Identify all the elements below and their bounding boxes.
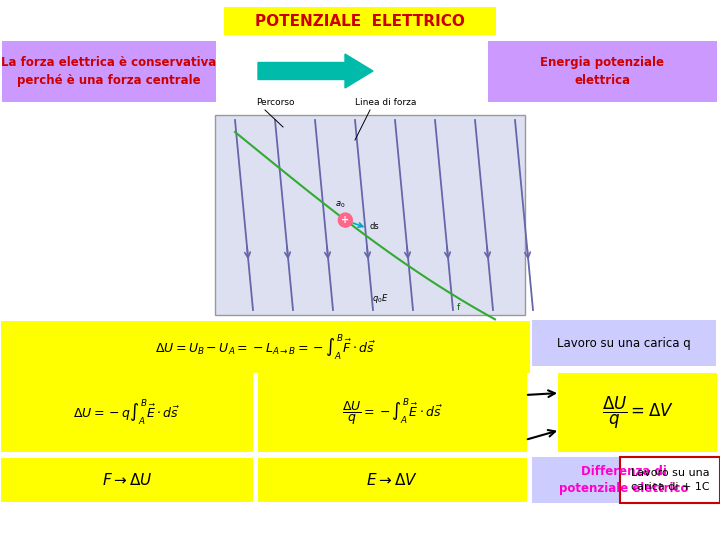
- Text: Lavoro su una carica q: Lavoro su una carica q: [557, 336, 691, 349]
- FancyBboxPatch shape: [1, 321, 530, 373]
- Text: f: f: [456, 303, 460, 312]
- Text: Percorso: Percorso: [256, 98, 294, 107]
- Text: $q_0E$: $q_0E$: [372, 292, 388, 305]
- FancyBboxPatch shape: [215, 115, 525, 315]
- Text: Differenza di
potenziale elettrico: Differenza di potenziale elettrico: [559, 465, 689, 495]
- FancyBboxPatch shape: [258, 373, 527, 452]
- FancyBboxPatch shape: [532, 457, 716, 503]
- Circle shape: [338, 213, 352, 227]
- Text: $F \rightarrow \Delta U$: $F \rightarrow \Delta U$: [102, 472, 153, 488]
- Text: $\dfrac{\Delta U}{q} = \Delta V$: $\dfrac{\Delta U}{q} = \Delta V$: [602, 394, 673, 430]
- Text: Lavoro su una
carica di + 1C: Lavoro su una carica di + 1C: [631, 468, 709, 491]
- FancyBboxPatch shape: [2, 41, 216, 102]
- FancyBboxPatch shape: [258, 458, 527, 502]
- Text: $E \rightarrow \Delta V$: $E \rightarrow \Delta V$: [366, 472, 418, 488]
- FancyBboxPatch shape: [620, 457, 720, 503]
- FancyBboxPatch shape: [558, 373, 717, 452]
- Text: POTENZIALE  ELETTRICO: POTENZIALE ELETTRICO: [255, 14, 465, 29]
- Text: $\Delta U = -q\int_A^B \vec{E}\cdot d\vec{s}$: $\Delta U = -q\int_A^B \vec{E}\cdot d\ve…: [73, 397, 181, 427]
- FancyBboxPatch shape: [1, 373, 253, 452]
- FancyBboxPatch shape: [532, 320, 716, 366]
- Text: $\Delta U = U_B - U_A = -L_{A\rightarrow B} = -\int_A^B \vec{F}\cdot d\vec{s}$: $\Delta U = U_B - U_A = -L_{A\rightarrow…: [155, 332, 376, 362]
- FancyBboxPatch shape: [488, 41, 717, 102]
- Text: $\dfrac{\Delta U}{q} = -\int_A^B \vec{E}\cdot d\vec{s}$: $\dfrac{\Delta U}{q} = -\int_A^B \vec{E}…: [342, 397, 443, 428]
- Text: Energia potenziale
elettrica: Energia potenziale elettrica: [541, 56, 665, 87]
- Text: ds: ds: [369, 221, 379, 231]
- Text: La forza elettrica è conservativa
perché è una forza centrale: La forza elettrica è conservativa perché…: [1, 56, 217, 87]
- Text: +: +: [341, 215, 349, 225]
- FancyBboxPatch shape: [224, 7, 496, 35]
- FancyArrow shape: [258, 54, 373, 88]
- FancyBboxPatch shape: [1, 458, 253, 502]
- Text: Linea di forza: Linea di forza: [355, 98, 416, 107]
- Text: $a_0$: $a_0$: [335, 200, 346, 210]
